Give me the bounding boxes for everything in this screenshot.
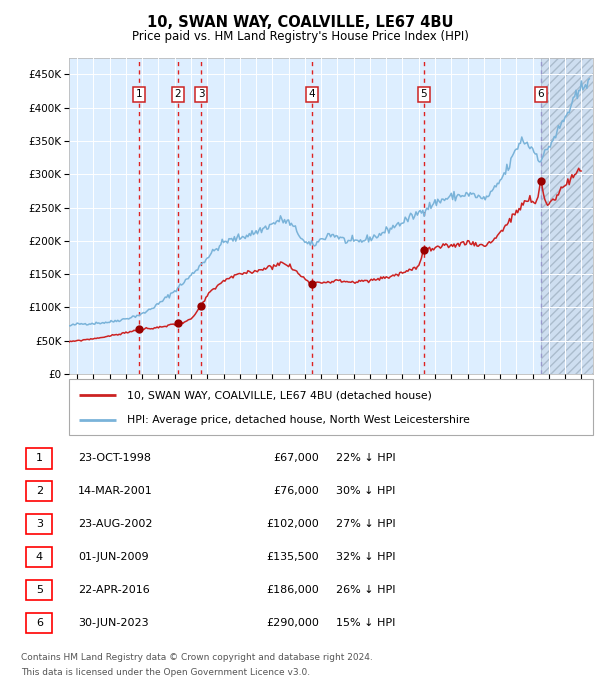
Bar xyxy=(26,613,52,633)
Text: 10, SWAN WAY, COALVILLE, LE67 4BU (detached house): 10, SWAN WAY, COALVILLE, LE67 4BU (detac… xyxy=(127,390,431,400)
Text: This data is licensed under the Open Government Licence v3.0.: This data is licensed under the Open Gov… xyxy=(21,668,310,677)
Text: 5: 5 xyxy=(421,89,427,99)
Text: Price paid vs. HM Land Registry's House Price Index (HPI): Price paid vs. HM Land Registry's House … xyxy=(131,30,469,43)
Text: 2: 2 xyxy=(36,486,43,496)
Text: 27% ↓ HPI: 27% ↓ HPI xyxy=(336,519,395,529)
Text: 15% ↓ HPI: 15% ↓ HPI xyxy=(336,617,395,628)
Text: 10, SWAN WAY, COALVILLE, LE67 4BU: 10, SWAN WAY, COALVILLE, LE67 4BU xyxy=(147,15,453,30)
Text: 14-MAR-2001: 14-MAR-2001 xyxy=(78,486,153,496)
Text: HPI: Average price, detached house, North West Leicestershire: HPI: Average price, detached house, Nort… xyxy=(127,415,469,424)
Bar xyxy=(541,58,593,374)
Text: £67,000: £67,000 xyxy=(273,454,319,464)
Text: 4: 4 xyxy=(36,552,43,562)
Text: 22-APR-2016: 22-APR-2016 xyxy=(78,585,150,595)
Text: 01-JUN-2009: 01-JUN-2009 xyxy=(78,552,149,562)
Text: 4: 4 xyxy=(308,89,315,99)
Bar xyxy=(26,481,52,501)
Text: 1: 1 xyxy=(136,89,142,99)
Text: 23-OCT-1998: 23-OCT-1998 xyxy=(78,454,151,464)
Text: 6: 6 xyxy=(538,89,544,99)
Text: £135,500: £135,500 xyxy=(266,552,319,562)
Text: 2: 2 xyxy=(175,89,181,99)
Text: 3: 3 xyxy=(36,519,43,529)
Bar xyxy=(26,448,52,469)
Text: 23-AUG-2002: 23-AUG-2002 xyxy=(78,519,152,529)
Text: 6: 6 xyxy=(36,617,43,628)
Bar xyxy=(541,58,593,374)
Bar xyxy=(26,514,52,534)
Bar xyxy=(26,580,52,600)
Text: 3: 3 xyxy=(198,89,205,99)
Text: 32% ↓ HPI: 32% ↓ HPI xyxy=(336,552,395,562)
Text: 26% ↓ HPI: 26% ↓ HPI xyxy=(336,585,395,595)
Text: 30-JUN-2023: 30-JUN-2023 xyxy=(78,617,149,628)
Text: £186,000: £186,000 xyxy=(266,585,319,595)
Text: 22% ↓ HPI: 22% ↓ HPI xyxy=(336,454,395,464)
Bar xyxy=(26,547,52,567)
Text: 30% ↓ HPI: 30% ↓ HPI xyxy=(336,486,395,496)
Text: 5: 5 xyxy=(36,585,43,595)
Text: 1: 1 xyxy=(36,454,43,464)
Text: Contains HM Land Registry data © Crown copyright and database right 2024.: Contains HM Land Registry data © Crown c… xyxy=(21,653,373,662)
Text: £290,000: £290,000 xyxy=(266,617,319,628)
Text: £76,000: £76,000 xyxy=(273,486,319,496)
Text: £102,000: £102,000 xyxy=(266,519,319,529)
